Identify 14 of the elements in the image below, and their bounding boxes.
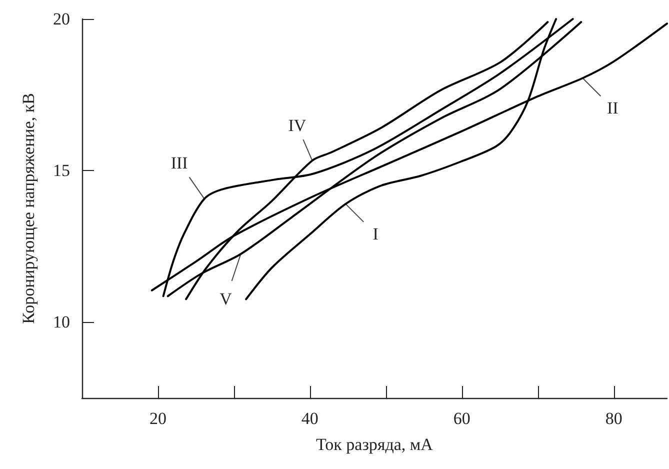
x-tick-label: 40 <box>301 409 318 428</box>
annotation: II <box>607 98 619 118</box>
y-tick-label: 20 <box>53 10 70 28</box>
annotation: V <box>220 289 233 308</box>
annotation: I <box>372 224 379 244</box>
y-tick-label: 10 <box>53 312 70 332</box>
annotation: IV <box>288 116 307 136</box>
y-axis-title: Коронирующее напряжение, кВ <box>19 93 38 324</box>
y-tick-label: 15 <box>53 161 70 180</box>
x-axis-title: Ток разряда, мА <box>316 435 434 454</box>
annotation: III <box>170 153 188 172</box>
x-tick-label: 60 <box>453 409 470 428</box>
x-tick-label: 20 <box>149 409 166 428</box>
x-tick-label: 80 <box>605 409 622 428</box>
